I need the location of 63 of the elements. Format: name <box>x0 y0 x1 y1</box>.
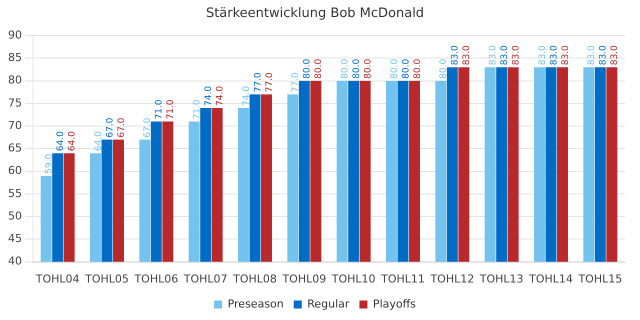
data-label: 83.0 <box>538 44 548 66</box>
x-tick-label: TOHL04 <box>34 272 80 286</box>
y-tick-label: 90 <box>8 28 22 42</box>
y-tick-label: 45 <box>8 232 22 246</box>
data-label: 64.0 <box>68 130 78 152</box>
data-label: 59.0 <box>44 154 54 174</box>
data-label: 67.0 <box>105 117 116 138</box>
x-tick-label: TOHL14 <box>528 272 573 286</box>
y-tick-label: 75 <box>8 96 22 110</box>
data-label: 71.0 <box>192 99 202 120</box>
data-label: 80.0 <box>439 58 450 79</box>
y-tick-label: 85 <box>8 51 22 64</box>
data-label: 83.0 <box>500 44 510 66</box>
data-label: 80.0 <box>412 58 423 79</box>
data-label: 71.0 <box>154 99 165 120</box>
data-label: 71.0 <box>166 99 176 120</box>
legend-label: Regular <box>307 297 350 310</box>
y-tick-label: 65 <box>8 142 22 155</box>
data-label: 83.0 <box>462 44 472 66</box>
data-label: 83.0 <box>450 44 461 66</box>
y-tick-label: 55 <box>8 186 22 200</box>
x-tick-label: TOHL15 <box>577 272 622 286</box>
y-tick-label: 80 <box>8 74 22 87</box>
chart-title: Stärkeentwicklung Bob McDonald <box>206 6 424 22</box>
data-label: 80.0 <box>340 58 350 79</box>
data-label: 64.0 <box>56 130 66 152</box>
data-label: 80.0 <box>390 58 400 79</box>
data-label: 80.0 <box>352 58 362 79</box>
data-label: 80.0 <box>302 58 313 79</box>
x-tick-label: TOHL09 <box>281 272 326 286</box>
data-label: 64.0 <box>94 130 104 152</box>
data-label: 74.0 <box>216 86 226 106</box>
data-label: 83.0 <box>549 44 560 66</box>
x-tick-label: TOHL13 <box>478 272 524 286</box>
data-label: 80.0 <box>401 58 412 79</box>
x-tick-label: TOHL11 <box>380 272 425 286</box>
legend-label: Playoffs <box>372 297 416 310</box>
data-label: 83.0 <box>560 44 571 66</box>
data-label: 83.0 <box>598 44 609 66</box>
x-tick-label: TOHL05 <box>84 272 129 286</box>
x-tick-label: TOHL12 <box>429 272 474 286</box>
y-tick-label: 70 <box>8 118 22 132</box>
data-label: 67.0 <box>116 117 127 138</box>
y-tick-label: 40 <box>8 254 22 268</box>
data-label: 83.0 <box>488 44 498 66</box>
x-tick-label: TOHL08 <box>232 272 277 286</box>
data-label: 74.0 <box>242 86 252 106</box>
data-label: 80.0 <box>314 58 324 79</box>
data-label: 74.0 <box>204 86 214 106</box>
x-tick-label: TOHL10 <box>330 272 376 286</box>
data-label: 77.0 <box>291 72 302 92</box>
data-label: 77.0 <box>264 72 275 92</box>
data-label: 80.0 <box>364 58 374 79</box>
data-label: 77.0 <box>253 72 264 92</box>
y-tick-label: 60 <box>8 164 22 178</box>
x-tick-label: TOHL06 <box>133 272 178 286</box>
legend-label: Preseason <box>228 297 284 310</box>
y-tick-label: 50 <box>8 209 22 222</box>
data-label: 83.0 <box>587 44 598 66</box>
data-label: 83.0 <box>512 44 522 66</box>
data-label: 67.0 <box>143 117 154 138</box>
data-label: 83.0 <box>610 44 620 66</box>
x-tick-label: TOHL07 <box>182 272 228 286</box>
